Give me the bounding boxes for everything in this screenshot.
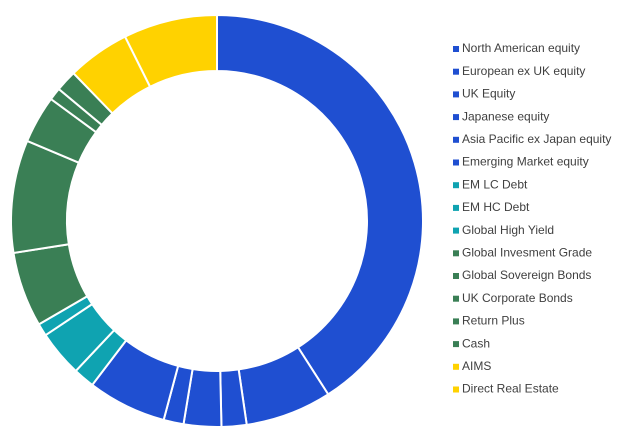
legend-label: UK Equity [462,87,515,101]
legend-swatch [453,273,459,279]
legend-swatch [453,295,459,302]
legend-swatch [453,68,459,75]
legend-label: Japanese equity [462,109,549,123]
legend-label: Cash [462,336,490,350]
legend-swatch [453,159,459,166]
legend-label: AIMS [462,359,491,373]
legend-label: Emerging Market equity [462,155,589,169]
legend-swatch [453,318,459,325]
legend-swatch [453,91,459,98]
legend-label: EM LC Debt [462,177,528,191]
legend-swatch [453,204,459,211]
legend-swatch [453,182,459,189]
legend-label: Global High Yield [462,223,554,237]
legend-label: European ex UK equity [462,64,585,78]
legend-label: Return Plus [462,314,525,328]
legend-swatch [453,341,459,348]
legend-swatch [453,46,459,52]
legend-swatch [453,250,459,257]
legend-swatch [453,363,459,370]
legend-label: Global Sovereign Bonds [462,268,591,282]
legend-label: UK Corporate Bonds [462,291,573,305]
legend-label: North American equity [462,41,580,55]
donut-slice [216,13,424,396]
legend-swatch [453,227,459,234]
legend-label: Direct Real Estate [462,382,559,396]
legend-label: Global Invesment Grade [462,245,592,259]
legend-label: Asia Pacific ex Japan equity [462,132,611,146]
donut-slice [123,13,218,89]
legend-swatch [453,386,459,393]
legend-swatch [453,136,459,143]
legend-swatch [453,114,459,121]
legend-label: EM HC Debt [462,200,530,214]
